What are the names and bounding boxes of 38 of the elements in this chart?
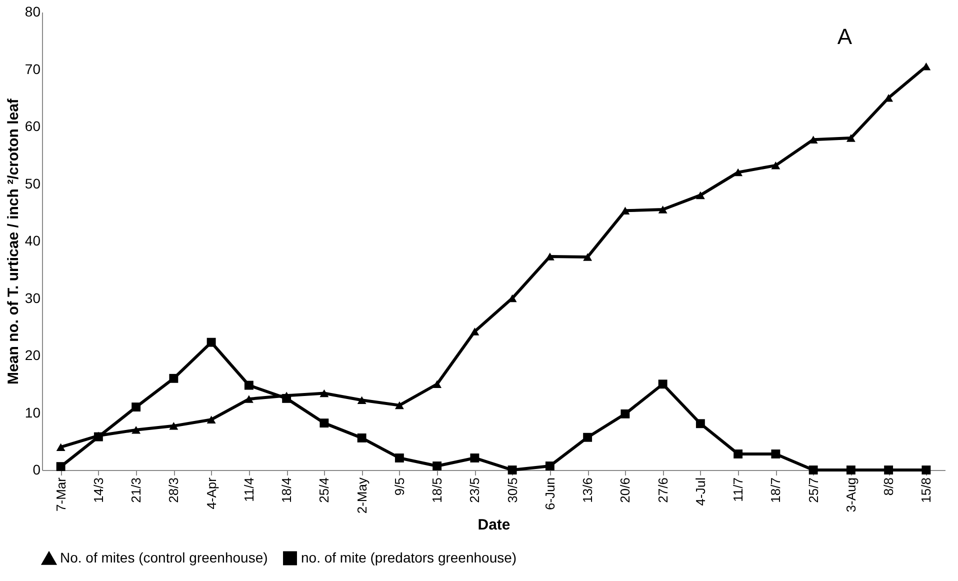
y-axis-title: Mean no. of T. urticae / inch ²/croton leaf [4,98,22,384]
y-tick-label: 40 [24,232,41,248]
x-tick-label: 27/6 [655,478,670,503]
y-tick-label: 20 [24,347,41,363]
x-tick-label: 18/5 [430,478,445,503]
x-tick-label: 8/8 [881,478,896,496]
x-tick-label: 20/6 [618,478,633,503]
legend-label: no. of mite (predators greenhouse) [301,549,517,566]
y-tick-label: 60 [24,118,41,134]
x-tick-label: 13/6 [580,478,596,503]
x-tick-label: 4-Jul [692,477,708,506]
x-axis-title: Date [478,516,510,534]
x-tick-label: 23/5 [467,478,482,503]
y-tick-label: 70 [24,60,41,77]
x-tick-label: 4-Apr [204,476,219,510]
x-tick-label: 11/4 [241,478,256,502]
y-tick-label: 0 [32,462,41,478]
x-tick-label: 7-Mar [53,476,68,512]
x-tick-label: 18/4 [279,478,294,503]
x-tick-label: 25/7 [806,478,821,503]
annotation: A [837,24,852,49]
x-tick-label: 15/8 [918,478,934,503]
y-tick-label: 80 [24,4,41,20]
x-tick-label: 28/3 [166,478,182,503]
y-tick-label: 50 [24,175,41,192]
legend-label: No. of mites (control greenhouse) [60,550,268,566]
y-tick-label: 30 [24,290,41,306]
x-tick-label: 30/5 [504,478,520,503]
x-tick-label: 14/3 [90,478,106,503]
x-tick-label: 9/5 [392,478,407,496]
y-tick-label: 10 [24,404,41,420]
x-tick-label: 25/4 [316,478,332,503]
x-tick-label: 6-Jun [542,478,558,510]
x-tick-label: 18/7 [768,478,784,503]
x-tick-label: 21/3 [128,478,144,503]
x-tick-label: 11/7 [730,478,746,502]
x-tick-label: 2-May [354,477,370,514]
x-tick-label: 3-Aug [843,478,858,512]
